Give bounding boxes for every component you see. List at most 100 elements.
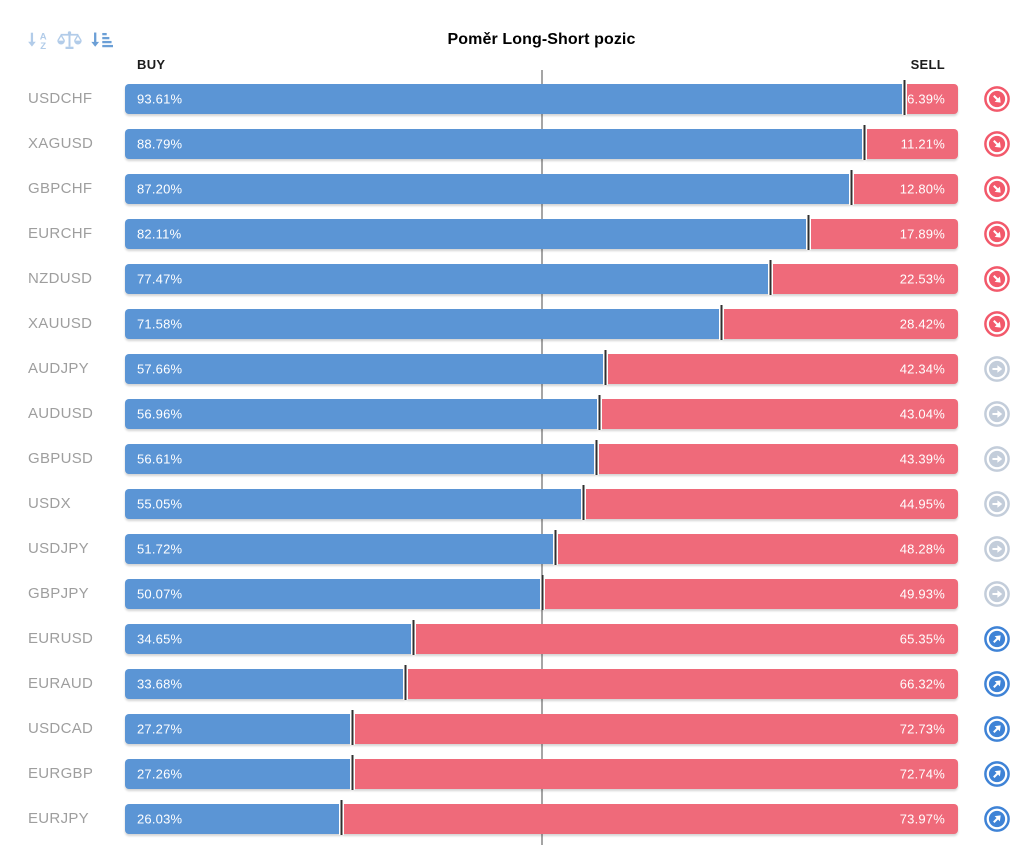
sell-bar-segment: 11.21% [864, 129, 958, 159]
ratio-bar: 34.65% 65.35% [125, 620, 958, 655]
ratio-divider [349, 710, 355, 745]
pair-label: NZDUSD [28, 270, 93, 287]
pair-row: EURCHF 82.11% 17.89% [0, 215, 1029, 264]
trend-down-icon[interactable] [984, 266, 1010, 292]
sell-bar-segment: 43.39% [596, 444, 958, 474]
sell-percent-label: 48.28% [899, 541, 945, 557]
sell-percent-label: 6.39% [907, 91, 945, 107]
trend-right-icon[interactable] [984, 446, 1010, 472]
sell-percent-label: 28.42% [899, 316, 945, 332]
buy-bar-segment: 27.26% [125, 759, 353, 789]
pair-rows: USDCHF 93.61% 6.39% XAGUSD 88.79% 11.21% [0, 80, 1029, 849]
trend-up-icon[interactable] [984, 671, 1010, 697]
trend-down-icon[interactable] [984, 221, 1010, 247]
trend-up-icon[interactable] [984, 761, 1010, 787]
buy-percent-label: 93.61% [137, 91, 183, 107]
pair-label: XAGUSD [28, 135, 94, 152]
buy-bar-segment: 33.68% [125, 669, 406, 699]
ratio-divider [581, 485, 587, 520]
ratio-bar: 82.11% 17.89% [125, 215, 958, 250]
header-bar: A Z Poměr Long-Short p [0, 0, 1029, 56]
column-header: BUY SELL [0, 56, 1029, 84]
trend-indicator-cell [958, 669, 1029, 699]
pair-label: EURAUD [28, 675, 94, 692]
trend-down-icon[interactable] [984, 311, 1010, 337]
buy-percent-label: 71.58% [137, 316, 183, 332]
trend-indicator-cell [958, 759, 1029, 789]
ratio-divider [806, 215, 812, 250]
sell-bar-segment: 42.34% [605, 354, 958, 384]
ratio-divider [539, 575, 545, 610]
ratio-bar: 71.58% 28.42% [125, 305, 958, 340]
pair-row: AUDJPY 57.66% 42.34% [0, 350, 1029, 399]
trend-indicator-cell [958, 354, 1029, 384]
sort-toolbar: A Z [0, 24, 125, 56]
trend-down-icon[interactable] [984, 176, 1010, 202]
trend-right-icon[interactable] [984, 536, 1010, 562]
pair-row: USDCAD 27.27% 72.73% [0, 710, 1029, 759]
trend-indicator-cell [958, 714, 1029, 744]
trend-indicator-cell [958, 309, 1029, 339]
sell-percent-label: 42.34% [899, 361, 945, 377]
ratio-divider [848, 170, 854, 205]
chart-title: Poměr Long-Short pozic [447, 31, 636, 48]
sort-alphabetical-icon[interactable]: A Z [25, 29, 51, 52]
ratio-bar: 87.20% 12.80% [125, 170, 958, 205]
trend-up-icon[interactable] [984, 626, 1010, 652]
sell-column-label: SELL [910, 57, 945, 72]
ratio-bar: 93.61% 6.39% [125, 80, 958, 115]
buy-percent-label: 77.47% [137, 271, 183, 287]
buy-percent-label: 57.66% [137, 361, 183, 377]
buy-percent-label: 26.03% [137, 811, 183, 827]
ratio-divider [411, 620, 417, 655]
svg-text:Z: Z [40, 41, 46, 52]
trend-right-icon[interactable] [984, 491, 1010, 517]
ratio-bar: 51.72% 48.28% [125, 530, 958, 565]
ratio-divider [349, 755, 355, 790]
pair-row: USDX 55.05% 44.95% [0, 485, 1029, 534]
pair-row: XAUUSD 71.58% 28.42% [0, 305, 1029, 354]
buy-percent-label: 88.79% [137, 136, 183, 152]
pair-row: GBPUSD 56.61% 43.39% [0, 440, 1029, 489]
trend-down-icon[interactable] [984, 86, 1010, 112]
buy-bar-segment: 88.79% [125, 129, 865, 159]
sell-percent-label: 43.04% [899, 406, 945, 422]
trend-indicator-cell [958, 84, 1029, 114]
sell-percent-label: 72.73% [899, 721, 945, 737]
ratio-bar: 56.61% 43.39% [125, 440, 958, 475]
sell-percent-label: 17.89% [899, 226, 945, 242]
trend-up-icon[interactable] [984, 806, 1010, 832]
trend-right-icon[interactable] [984, 581, 1010, 607]
buy-bar-segment: 51.72% [125, 534, 556, 564]
pair-label: AUDUSD [28, 405, 94, 422]
trend-up-icon[interactable] [984, 716, 1010, 742]
trend-down-icon[interactable] [984, 131, 1010, 157]
sell-bar-segment: 44.95% [583, 489, 958, 519]
sell-percent-label: 65.35% [899, 631, 945, 647]
sell-bar-segment: 48.28% [555, 534, 958, 564]
trend-indicator-cell [958, 624, 1029, 654]
buy-bar-segment: 27.27% [125, 714, 353, 744]
trend-right-icon[interactable] [984, 356, 1010, 382]
buy-bar-segment: 56.61% [125, 444, 597, 474]
balance-scale-icon[interactable] [56, 29, 83, 52]
sort-by-value-icon[interactable] [88, 29, 113, 52]
buy-percent-label: 34.65% [137, 631, 183, 647]
pair-row: EURUSD 34.65% 65.35% [0, 620, 1029, 669]
chart-body: USDCHF 93.61% 6.39% XAGUSD 88.79% 11.21% [0, 70, 1029, 849]
pair-label: AUDJPY [28, 360, 89, 377]
ratio-divider [594, 440, 600, 475]
ratio-bar: 77.47% 22.53% [125, 260, 958, 295]
ratio-bar: 88.79% 11.21% [125, 125, 958, 160]
pair-row: GBPCHF 87.20% 12.80% [0, 170, 1029, 219]
sell-bar-segment: 22.53% [770, 264, 958, 294]
trend-indicator-cell [958, 444, 1029, 474]
sell-percent-label: 44.95% [899, 496, 945, 512]
buy-bar-segment: 77.47% [125, 264, 771, 294]
pair-row: EURJPY 26.03% 73.97% [0, 800, 1029, 849]
pair-label: XAUUSD [28, 315, 93, 332]
buy-percent-label: 56.61% [137, 451, 183, 467]
trend-right-icon[interactable] [984, 401, 1010, 427]
buy-bar-segment: 56.96% [125, 399, 600, 429]
